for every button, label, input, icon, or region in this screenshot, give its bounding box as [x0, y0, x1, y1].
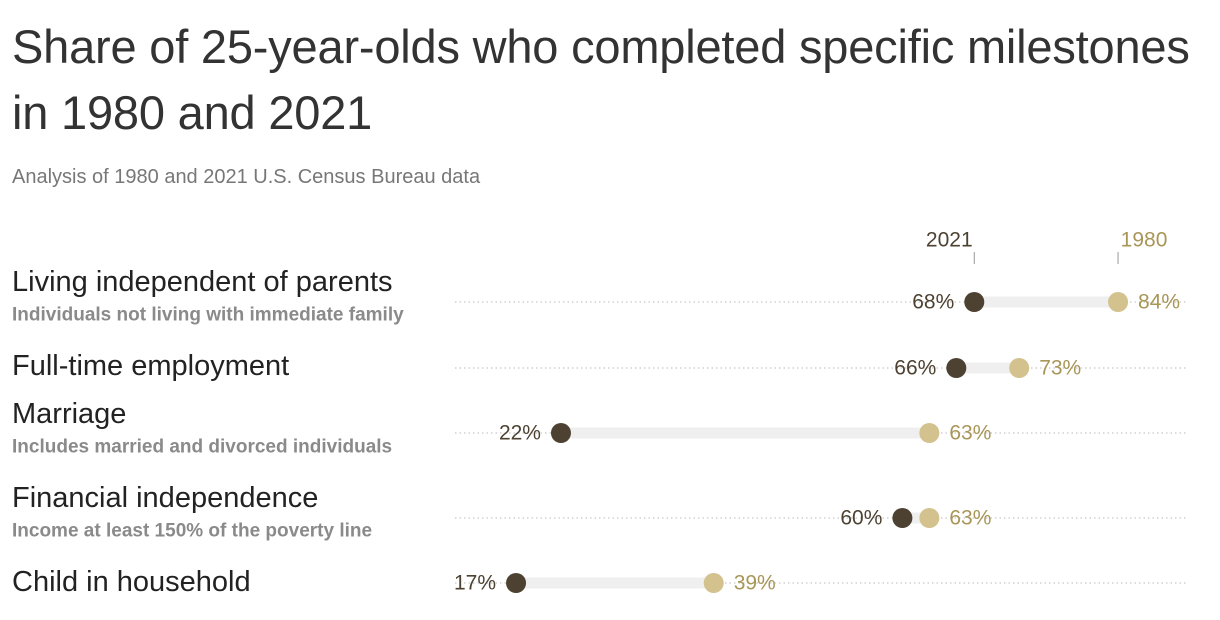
- dot-1980: [1009, 358, 1030, 378]
- dot-1980: [919, 508, 940, 528]
- dot-2021: [892, 508, 913, 528]
- value-label-1980: 39%: [734, 572, 776, 595]
- category-note: Individuals not living with immediate fa…: [12, 305, 404, 326]
- chart-subtitle: Analysis of 1980 and 2021 U.S. Census Bu…: [12, 166, 481, 188]
- category-note: Income at least 150% of the poverty line: [12, 521, 372, 542]
- value-label-1980: 63%: [949, 422, 991, 445]
- dot-2021: [946, 358, 967, 378]
- category-label: Living independent of parents: [12, 266, 393, 298]
- value-label-1980: 63%: [949, 507, 991, 530]
- dot-1980: [1108, 292, 1129, 312]
- value-label-1980: 84%: [1138, 291, 1180, 314]
- value-label-1980: 73%: [1039, 357, 1081, 380]
- value-label-2021: 22%: [499, 422, 541, 445]
- value-label-2021: 60%: [840, 507, 882, 530]
- chart-title: Share of 25-year-olds who completed spec…: [12, 20, 1190, 139]
- dot-2021: [550, 423, 571, 443]
- category-note: Includes married and divorced individual…: [12, 437, 392, 458]
- dot-1980: [919, 423, 940, 443]
- category-label: Full-time employment: [12, 350, 289, 382]
- category-label: Financial independence: [12, 482, 318, 514]
- dot-2021: [964, 292, 985, 312]
- legend-label-2021: 2021: [926, 229, 973, 252]
- dot-1980: [703, 573, 724, 593]
- dot-2021: [506, 573, 527, 593]
- value-label-2021: 17%: [454, 572, 496, 595]
- value-label-2021: 66%: [894, 357, 936, 380]
- legend-label-1980: 1980: [1121, 229, 1168, 252]
- category-label: Marriage: [12, 398, 126, 430]
- value-label-2021: 68%: [912, 291, 954, 314]
- category-label: Child in household: [12, 566, 251, 598]
